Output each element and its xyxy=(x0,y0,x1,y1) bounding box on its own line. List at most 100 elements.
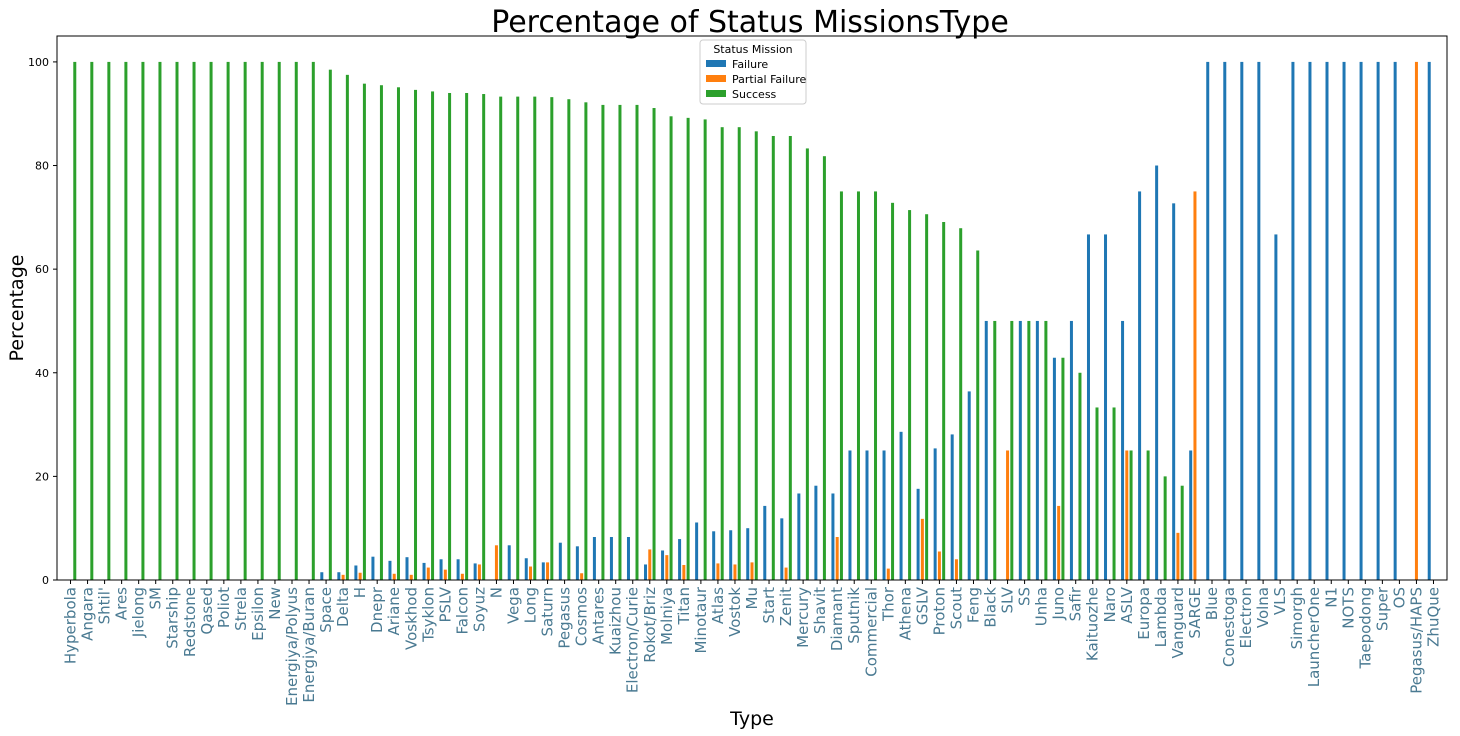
bar-success xyxy=(294,61,298,580)
bar-success xyxy=(1044,320,1048,580)
bar-success xyxy=(1095,407,1099,580)
x-tick-label: Redstone xyxy=(181,587,199,657)
bar-success xyxy=(686,117,690,581)
bar-failure xyxy=(1223,61,1227,580)
x-tick-label: SM xyxy=(147,587,165,609)
x-tick-label: Molniya xyxy=(658,587,676,645)
x-tick-label: Cosmos xyxy=(573,587,591,646)
bar-partial-failure xyxy=(460,573,464,580)
bar-failure xyxy=(678,539,682,580)
bar-success xyxy=(839,191,843,580)
bar-partial-failure xyxy=(443,569,447,580)
bar-success xyxy=(1180,485,1184,580)
x-tick-label: SARGE xyxy=(1186,587,1204,639)
bar-success xyxy=(550,97,554,580)
x-tick-label: Proton xyxy=(930,587,948,635)
bar-partial-failure xyxy=(1414,61,1418,580)
legend-box xyxy=(699,39,807,105)
x-tick-label: Diamant xyxy=(828,587,846,651)
bar-failure xyxy=(456,559,460,580)
bar-success xyxy=(124,61,128,580)
bar-failure xyxy=(1274,234,1278,580)
x-tick-label: Electron xyxy=(1237,587,1255,649)
bar-failure xyxy=(1035,320,1039,580)
bar-success xyxy=(1146,450,1150,580)
bar-partial-failure xyxy=(392,573,396,580)
bar-success xyxy=(891,202,895,580)
bar-failure xyxy=(473,563,477,580)
bar-failure xyxy=(797,493,801,580)
x-axis: Hyperbola Angara Shtil' Ares Jielong SM Starsh… xyxy=(62,580,1442,706)
x-tick-label: Saturn xyxy=(539,587,557,637)
x-tick-label: Energiya/Buran xyxy=(300,587,318,703)
bar-failure xyxy=(916,488,920,580)
x-tick-label: H xyxy=(351,587,369,598)
x-tick-label: ASLV xyxy=(1118,586,1136,623)
x-tick-label: Long xyxy=(522,587,540,623)
bar-success xyxy=(175,61,179,580)
x-tick-label: Electron/Curie xyxy=(624,587,642,693)
chart-title: Percentage of Status MissionsType xyxy=(491,5,1009,40)
x-tick-label: Ares xyxy=(113,587,131,620)
bar-success xyxy=(669,116,673,581)
bar-failure xyxy=(1240,61,1244,580)
bar-failure xyxy=(1359,61,1363,580)
x-tick-label: Angara xyxy=(79,587,97,641)
bar-failure xyxy=(507,545,511,580)
bar-success xyxy=(584,102,588,580)
x-tick-label: ZhuQue xyxy=(1424,587,1442,647)
bar-partial-failure xyxy=(546,562,550,580)
bar-success xyxy=(959,228,963,580)
x-tick-label: Zenit xyxy=(777,587,795,626)
x-tick-label: Pegasus xyxy=(556,587,574,649)
y-tick-label: 0 xyxy=(42,574,49,587)
bar-partial-failure xyxy=(682,564,686,580)
bar-failure xyxy=(558,542,562,580)
bar-failure xyxy=(1189,450,1193,580)
bar-failure xyxy=(405,557,409,580)
x-tick-label: Jielong xyxy=(130,587,148,638)
x-tick-label: Pegasus/HAPS xyxy=(1407,587,1425,694)
y-axis-label: Percentage xyxy=(6,255,28,362)
x-tick-label: Black xyxy=(982,587,1000,628)
bar-success xyxy=(277,61,281,580)
bar-failure xyxy=(1206,61,1210,580)
x-tick-label: Starship xyxy=(164,587,182,649)
bar-success xyxy=(788,135,792,581)
bar-success xyxy=(243,61,247,580)
bar-success xyxy=(652,108,656,581)
x-tick-label: Feng xyxy=(964,587,982,623)
x-tick-label: VLS xyxy=(1271,587,1289,615)
bar-partial-failure xyxy=(580,573,584,580)
bar-success xyxy=(1163,476,1167,580)
legend-label: Partial Failure xyxy=(732,73,806,86)
bar-failure xyxy=(1342,61,1346,580)
x-tick-label: Commercial xyxy=(862,587,880,677)
y-tick-label: 20 xyxy=(35,470,49,483)
bar-failure xyxy=(439,559,443,580)
bar-failure xyxy=(1308,61,1312,580)
x-tick-label: Safir xyxy=(1067,586,1085,621)
bar-failure xyxy=(1155,165,1159,580)
bar-failure xyxy=(882,450,886,580)
bar-partial-failure xyxy=(886,568,890,580)
bar-failure xyxy=(831,493,835,580)
x-tick-label: Epsilon xyxy=(249,587,267,641)
bar-success xyxy=(908,210,912,580)
x-tick-label: Mercury xyxy=(794,587,812,648)
x-tick-label: New xyxy=(266,587,284,620)
x-tick-label: Vega xyxy=(504,587,522,624)
bar-success xyxy=(73,61,77,580)
bar-success xyxy=(260,61,264,580)
x-tick-label: SLV xyxy=(999,586,1017,613)
bar-partial-failure xyxy=(1006,450,1010,580)
x-tick-label: Minotaur xyxy=(692,586,710,653)
bar-failure xyxy=(1376,61,1380,580)
bar-partial-failure xyxy=(784,567,788,580)
bar-failure xyxy=(695,522,699,580)
x-axis-label: Type xyxy=(729,708,774,730)
bar-failure xyxy=(1257,61,1261,580)
bar-partial-failure xyxy=(750,562,754,580)
bar-success xyxy=(993,320,997,580)
